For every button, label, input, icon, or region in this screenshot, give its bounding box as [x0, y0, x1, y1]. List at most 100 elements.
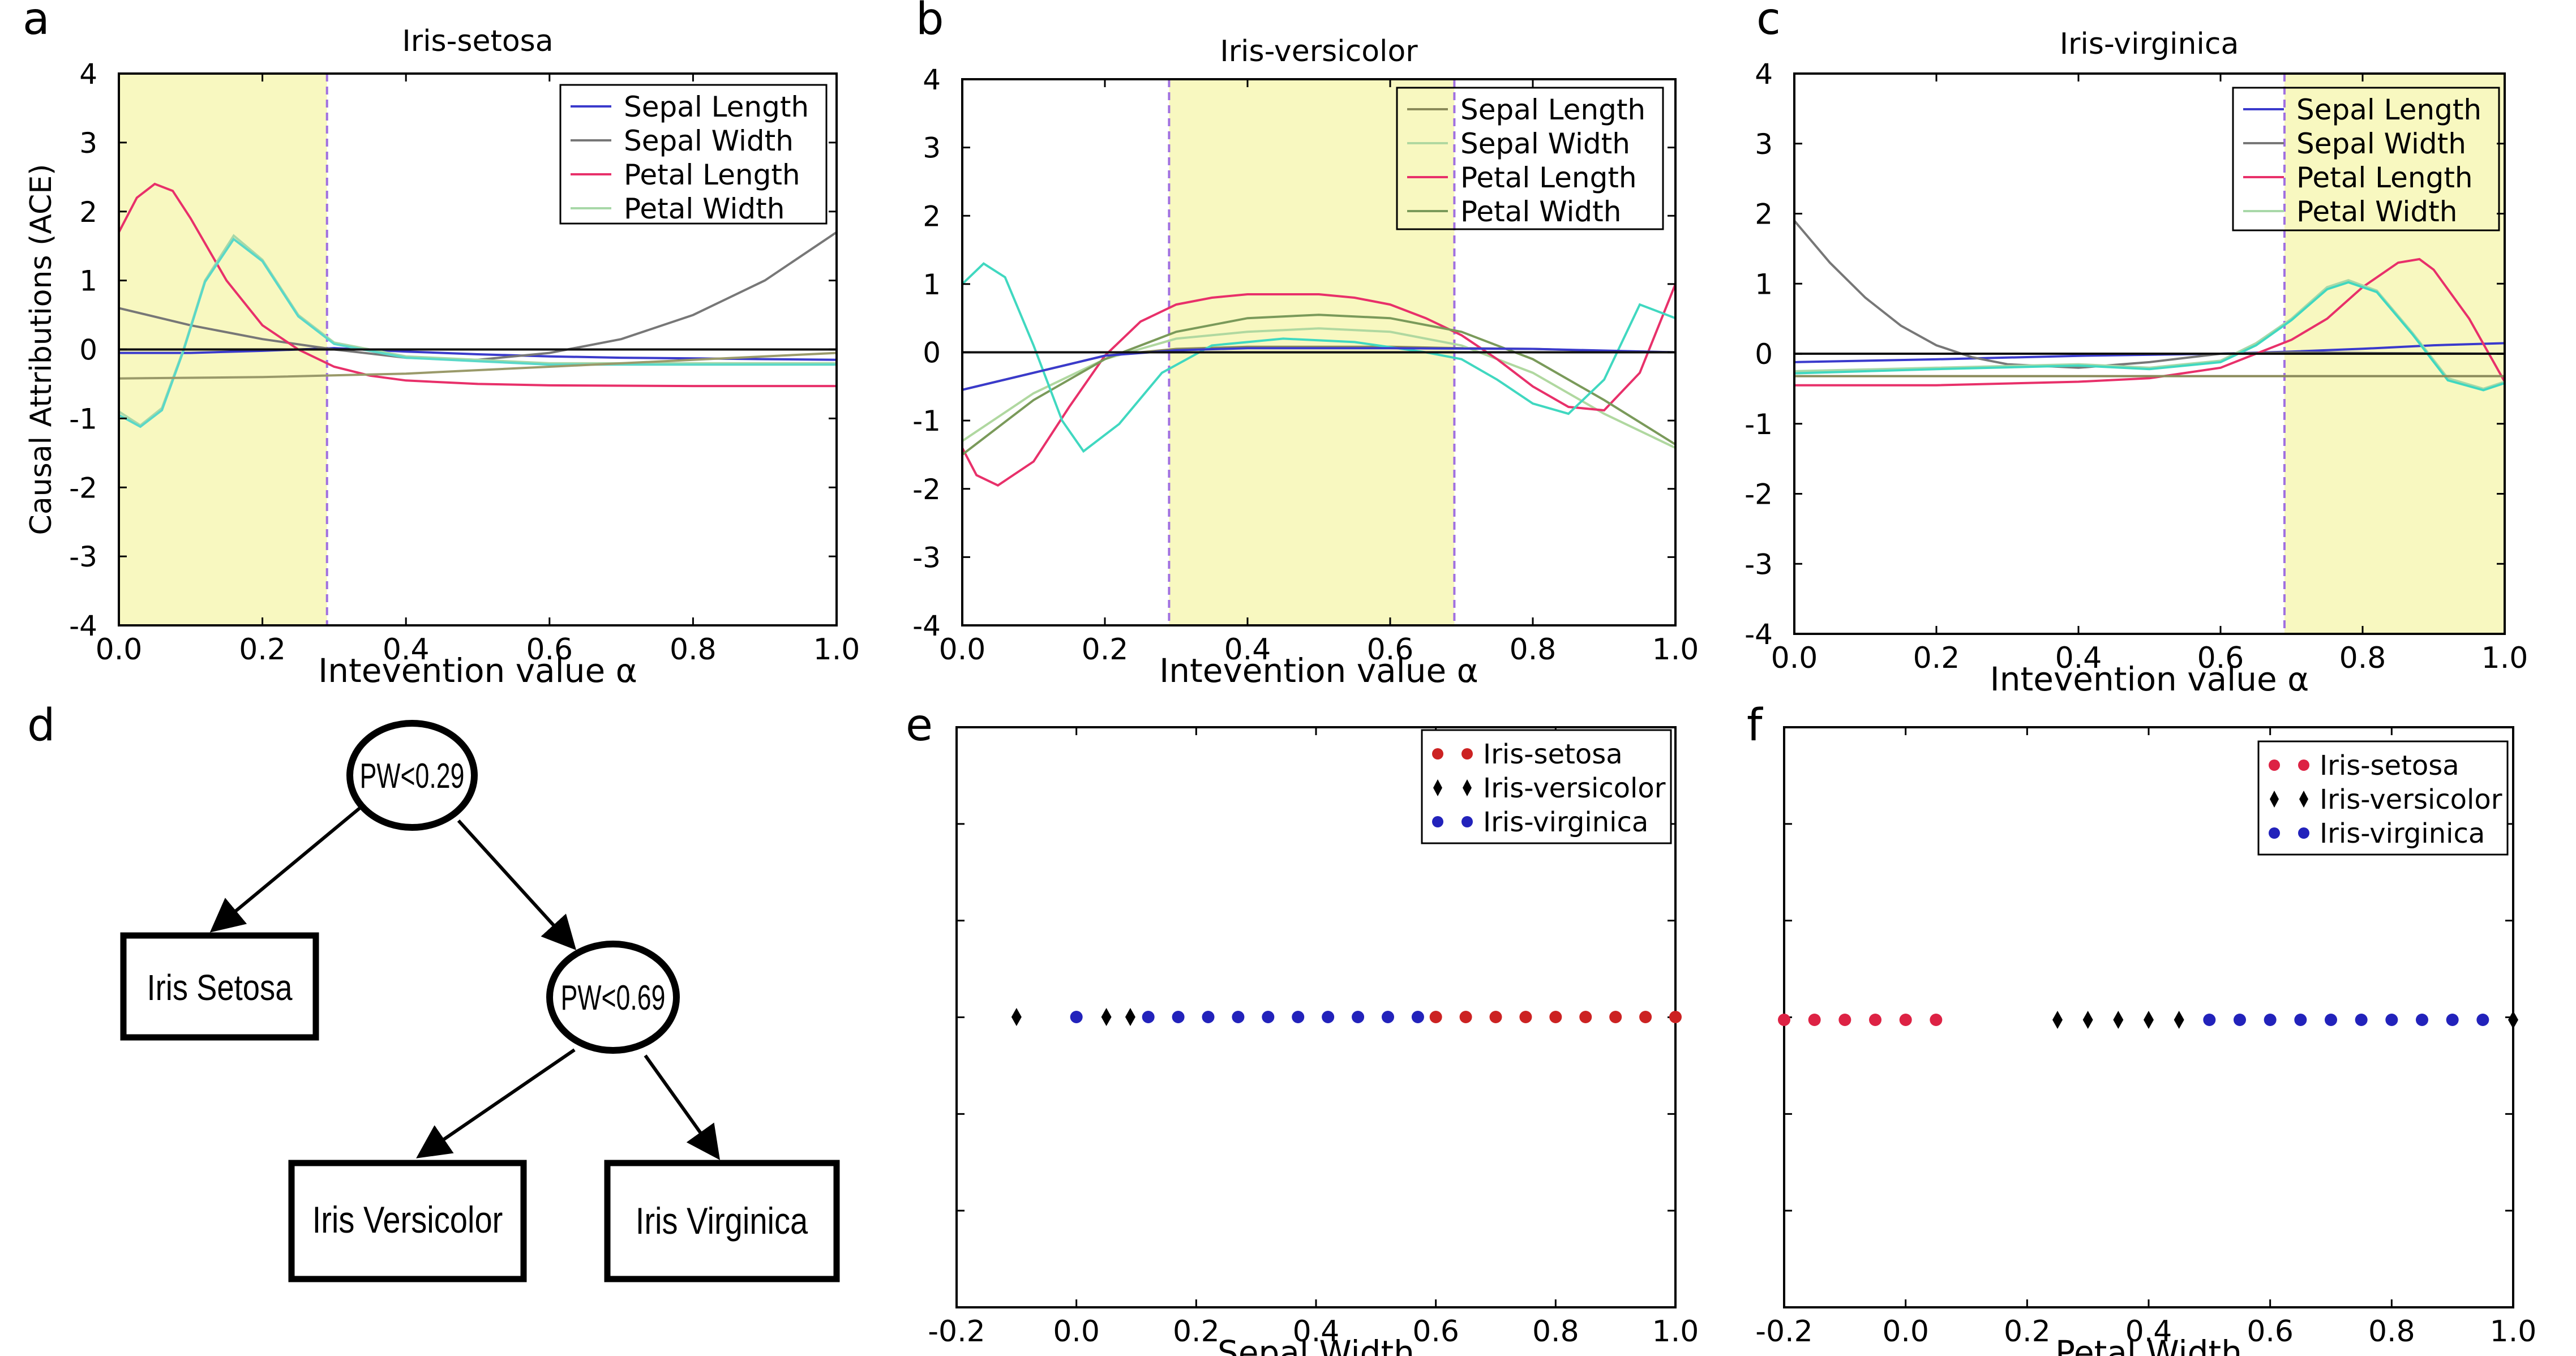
y-tick-label: -1	[1745, 408, 1773, 441]
scatter-point-iris-virginica	[1172, 1011, 1185, 1023]
scatter-point-iris-setosa	[1489, 1011, 1502, 1023]
x-tick-label: 0.6	[2247, 1315, 2294, 1349]
legend-entry: Iris-virginica	[1483, 806, 1648, 838]
x-tick-label: 0.0	[939, 633, 986, 667]
legend-entry: Sepal Length	[2296, 93, 2481, 126]
scatter-point-iris-virginica	[2446, 1014, 2459, 1026]
scatter-point-iris-setosa	[1838, 1014, 1851, 1026]
legend-entry: Petal Width	[2296, 195, 2457, 228]
chart-title: Iris-setosa	[402, 24, 553, 58]
x-axis-label: Sepal Width	[1218, 1333, 1415, 1356]
scatter-point-iris-virginica	[1142, 1011, 1155, 1023]
scatter-point-iris-setosa	[1930, 1014, 1943, 1026]
legend-entry: Sepal Width	[624, 125, 794, 157]
x-tick-label: 0.2	[1082, 633, 1129, 667]
panel-letter-e: e	[906, 700, 933, 751]
legend-marker	[1463, 779, 1472, 796]
tree-leaf-setosa	[120, 932, 319, 1041]
scatter-point-iris-virginica	[2294, 1014, 2307, 1026]
legend-marker	[1461, 748, 1473, 759]
y-tick-label: 0	[1755, 338, 1773, 371]
legend-entry: Petal Width	[624, 192, 785, 225]
legend-marker	[2299, 791, 2308, 808]
x-axis-label: Intevention value α	[1990, 660, 2309, 698]
scatter-point-iris-setosa	[1519, 1011, 1532, 1023]
scatter-point-iris-setosa	[1609, 1011, 1622, 1023]
series-line-extra-4	[1794, 281, 2505, 392]
x-tick-label: 0.8	[1532, 1315, 1579, 1349]
scatter-point-iris-virginica	[1262, 1011, 1275, 1023]
scatter-point-iris-versicolor	[1011, 1008, 1022, 1026]
y-tick-label: 3	[79, 127, 97, 160]
scatter-point-iris-setosa	[1899, 1014, 1912, 1026]
scatter-point-iris-virginica	[1202, 1011, 1215, 1023]
scatter-point-iris-versicolor	[2144, 1011, 2154, 1029]
series-line-extra-5	[962, 347, 1676, 391]
scatter-point-iris-virginica	[2355, 1014, 2368, 1026]
tree-edge-root-right	[457, 819, 577, 950]
series-line-extra-4	[961, 262, 1676, 453]
scatter-point-iris-setosa	[1579, 1011, 1592, 1023]
chart-title: Iris-versicolor	[1220, 35, 1418, 68]
y-axis-label: Causal Attributions (ACE)	[24, 164, 58, 535]
scatter-point-iris-virginica	[2234, 1014, 2246, 1026]
legend-entry: Sepal Width	[2296, 127, 2466, 160]
y-tick-label: -3	[912, 541, 941, 574]
y-tick-label: 4	[923, 63, 941, 96]
scatter-point-iris-versicolor	[2113, 1011, 2124, 1029]
x-tick-label: 0.6	[526, 633, 573, 667]
y-tick-label: 4	[1755, 58, 1773, 91]
legend-box	[559, 84, 828, 225]
x-tick-label: 0.8	[1510, 633, 1557, 667]
scatter-point-iris-virginica	[2416, 1014, 2428, 1026]
tree-node-inner-label: PW<0.69	[561, 979, 666, 1018]
y-tick-label: -3	[69, 540, 97, 573]
tree-leaf-virginica	[604, 1160, 840, 1282]
x-tick-label: 0.4	[2055, 641, 2102, 675]
x-tick-label: 0.8	[2339, 641, 2386, 675]
scatter-point-iris-setosa	[1429, 1011, 1442, 1023]
x-tick-label: 0.2	[2004, 1315, 2051, 1349]
panel-letter-b: b	[916, 0, 944, 45]
legend-box	[1396, 87, 1664, 230]
x-tick-label: 0.0	[1771, 641, 1818, 675]
legend-marker	[2270, 791, 2279, 808]
y-tick-label: 2	[79, 196, 97, 229]
x-tick-label: 0.6	[1412, 1315, 1459, 1349]
y-tick-label: 1	[923, 268, 941, 301]
series-line-sepal-width	[961, 327, 1676, 449]
scatter-point-iris-virginica	[1232, 1011, 1245, 1023]
x-tick-label: 0.0	[1882, 1315, 1929, 1349]
legend-box	[2232, 87, 2500, 231]
panel-letter-f: f	[1747, 700, 1763, 751]
scatter-point-iris-setosa	[1778, 1014, 1790, 1026]
x-tick-label: 0.2	[1173, 1315, 1220, 1349]
chart-panel-a: 4 3 2 1 0 -1 -2 -3 -40.0 0.2 0.4 0.6 0.8 1.0 Iris-seto…	[24, 24, 860, 690]
series-line-petal-width	[961, 314, 1677, 456]
x-tick-label: -0.2	[1755, 1315, 1812, 1349]
x-tick-label: 0.2	[1913, 641, 1960, 675]
tree-leaf-setosa-label: Iris Setosa	[147, 967, 293, 1008]
scatter-point-iris-setosa	[1808, 1014, 1821, 1026]
x-tick-label: -0.2	[928, 1315, 985, 1349]
scatter-point-iris-virginica	[1070, 1011, 1083, 1023]
series-line-petal-width	[1794, 278, 2505, 390]
y-tick-label: -4	[912, 610, 941, 642]
panel-letter-c: c	[1756, 0, 1781, 45]
x-tick-label: 0.8	[2368, 1315, 2415, 1349]
y-tick-label: -2	[1745, 478, 1773, 511]
scatter-point-iris-setosa	[1459, 1011, 1472, 1023]
x-tick-label: 0.4	[1293, 1315, 1340, 1349]
y-tick-label: -3	[1745, 548, 1773, 581]
tree-node-inner	[546, 941, 680, 1054]
y-tick-label: -4	[69, 610, 97, 642]
y-tick-label: -1	[912, 405, 941, 437]
x-tick-label: 0.4	[383, 633, 430, 667]
panel-letter-a: a	[23, 0, 50, 45]
scatter-point-iris-virginica	[2203, 1014, 2216, 1026]
y-tick-label: 3	[1755, 128, 1773, 161]
x-tick-label: 1.0	[2481, 641, 2528, 675]
legend-entry: Iris-virginica	[2320, 818, 2485, 849]
scatter-point-iris-virginica	[2385, 1014, 2398, 1026]
